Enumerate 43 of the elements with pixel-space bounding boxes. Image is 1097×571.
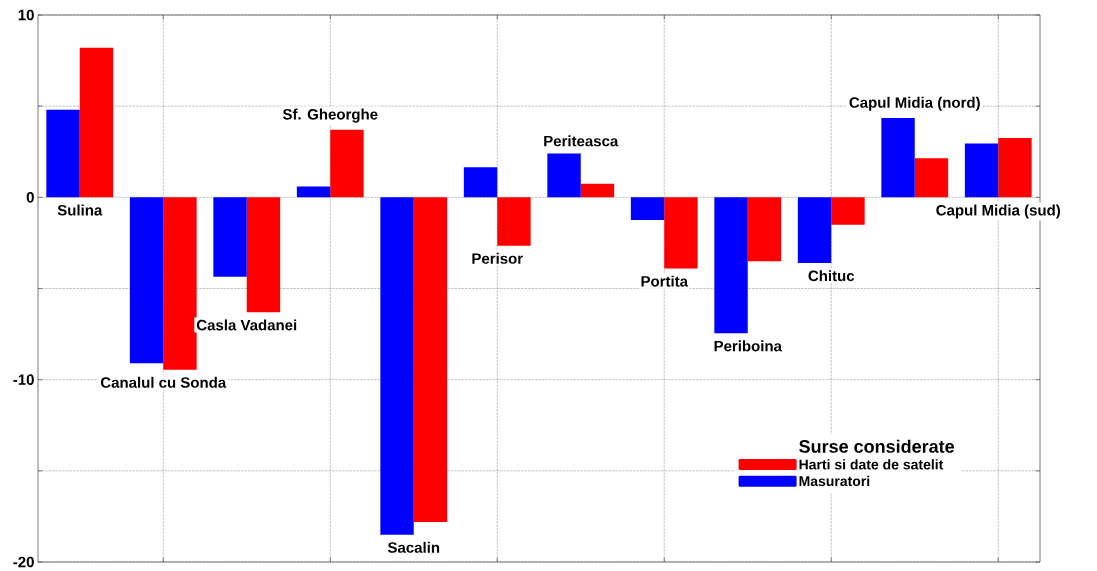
legend-title: Surse considerate: [799, 439, 955, 454]
bar: [964, 143, 999, 198]
bar: [630, 197, 665, 221]
bar: [46, 109, 80, 198]
y-tick-label: -10: [13, 374, 34, 386]
bar: [747, 197, 782, 262]
x-tick-label: Sf. Gheorghe: [282, 108, 378, 123]
bar: [547, 153, 581, 198]
bar: [213, 197, 247, 277]
x-tick-label: Perisor: [472, 253, 523, 265]
bar: [914, 158, 949, 198]
y-tick-label: 0: [26, 192, 34, 203]
bar: [79, 47, 114, 198]
bar: [330, 130, 364, 198]
x-tick-label: Sulina: [57, 204, 103, 216]
bar: [163, 197, 197, 370]
bar: [463, 167, 498, 198]
x-tick-label: Canalul cu Sonda: [100, 377, 227, 389]
bar: [296, 186, 331, 198]
bar: [998, 138, 1032, 198]
bar: [129, 197, 164, 364]
bar: [881, 118, 915, 198]
x-tick-label: Sacalin: [387, 542, 440, 554]
bar: [664, 197, 698, 269]
legend-label: Harti si date de satelit: [799, 459, 944, 470]
bar: [831, 197, 865, 225]
bar: [246, 197, 281, 313]
x-tick-label: Capul Midia (nord): [849, 97, 980, 111]
x-tick-label: Periboina: [714, 340, 783, 352]
bar: [413, 197, 448, 523]
x-tick-label: Casla Vadanei: [196, 319, 297, 331]
x-tick-label: Capul Midia (sud): [936, 204, 1060, 219]
x-tick-label: Periteasca: [544, 135, 619, 147]
y-tick-label: -20: [13, 556, 34, 568]
x-tick-label: Chituc: [808, 270, 855, 282]
bar: [580, 183, 615, 198]
bar: [380, 197, 414, 535]
bar: [797, 197, 832, 264]
y-tick-label: 10: [18, 9, 34, 21]
x-tick-label: Portita: [641, 275, 689, 287]
bar: [497, 197, 531, 246]
legend-label: Masuratori: [799, 476, 870, 487]
bar: [714, 197, 748, 334]
